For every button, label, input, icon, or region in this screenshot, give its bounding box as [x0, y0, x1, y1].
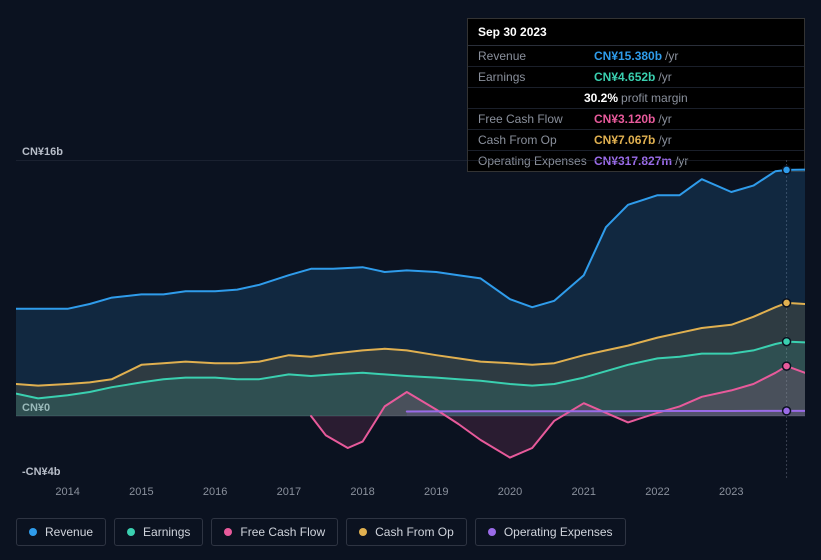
marker-dot — [783, 166, 791, 174]
legend-dot — [359, 528, 367, 536]
x-axis-labels: 2014 2015 2016 2017 2018 2019 2020 2021 2022 2023 — [16, 486, 805, 502]
legend-label: Free Cash Flow — [240, 525, 325, 539]
legend-label: Revenue — [45, 525, 93, 539]
chart-area[interactable] — [16, 160, 805, 480]
marker-dot — [783, 362, 791, 370]
legend-label: Earnings — [143, 525, 190, 539]
tooltip-value: CN¥7.067b — [594, 133, 655, 147]
tooltip-label: Earnings — [478, 70, 594, 84]
legend: Revenue Earnings Free Cash Flow Cash From O… — [16, 518, 626, 546]
tooltip-value: CN¥4.652b — [594, 70, 655, 84]
tooltip-subvalue: 30.2% — [584, 91, 618, 105]
line-operating-expenses — [407, 411, 805, 412]
tooltip-row: Cash From OpCN¥7.067b/yr — [468, 130, 804, 151]
tooltip-suffix: /yr — [658, 133, 671, 147]
tooltip-suffix: /yr — [658, 112, 671, 126]
marker-dot — [783, 338, 791, 346]
tooltip-label: Free Cash Flow — [478, 112, 594, 126]
marker-dot — [783, 299, 791, 307]
legend-dot — [127, 528, 135, 536]
tooltip-label: Revenue — [478, 49, 594, 63]
tooltip-label: Cash From Op — [478, 133, 594, 147]
tooltip-date: Sep 30 2023 — [468, 19, 804, 46]
legend-label: Cash From Op — [375, 525, 454, 539]
tooltip-subrow: 30.2%profit margin — [468, 88, 804, 109]
x-tick-label: 2022 — [645, 486, 669, 498]
y-tick-label: CN¥16b — [22, 146, 63, 158]
x-tick-label: 2016 — [203, 486, 227, 498]
tooltip-value: CN¥3.120b — [594, 112, 655, 126]
tooltip-card: Sep 30 2023RevenueCN¥15.380b/yrEarningsC… — [467, 18, 805, 172]
legend-label: Operating Expenses — [504, 525, 613, 539]
marker-dot — [783, 407, 791, 415]
tooltip-suffix: /yr — [658, 70, 671, 84]
legend-item-operating-expenses[interactable]: Operating Expenses — [475, 518, 626, 546]
x-tick-label: 2021 — [572, 486, 596, 498]
x-tick-label: 2019 — [424, 486, 448, 498]
tooltip-subsuffix: profit margin — [621, 91, 688, 105]
tooltip-row: EarningsCN¥4.652b/yr — [468, 67, 804, 88]
x-tick-label: 2015 — [129, 486, 153, 498]
tooltip-suffix: /yr — [665, 49, 678, 63]
x-tick-label: 2017 — [277, 486, 301, 498]
tooltip-row: Free Cash FlowCN¥3.120b/yr — [468, 109, 804, 130]
x-tick-label: 2020 — [498, 486, 522, 498]
legend-item-free-cash-flow[interactable]: Free Cash Flow — [211, 518, 338, 546]
legend-dot — [488, 528, 496, 536]
chart-svg — [16, 160, 805, 480]
tooltip-row: RevenueCN¥15.380b/yr — [468, 46, 804, 67]
x-tick-label: 2014 — [55, 486, 79, 498]
x-tick-label: 2018 — [350, 486, 374, 498]
legend-item-cash-from-op[interactable]: Cash From Op — [346, 518, 467, 546]
legend-dot — [224, 528, 232, 536]
legend-item-earnings[interactable]: Earnings — [114, 518, 203, 546]
x-tick-label: 2023 — [719, 486, 743, 498]
tooltip-value: CN¥15.380b — [594, 49, 662, 63]
legend-item-revenue[interactable]: Revenue — [16, 518, 106, 546]
legend-dot — [29, 528, 37, 536]
